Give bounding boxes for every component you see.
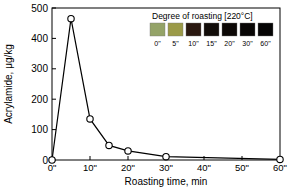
data-point: [106, 142, 112, 148]
roast-swatch: [258, 23, 273, 36]
y-tick-label: 300: [31, 63, 48, 74]
data-point: [68, 15, 74, 21]
x-tick-label: 10": [83, 162, 97, 173]
plot-frame: [52, 8, 280, 160]
x-tick-label: 50": [235, 162, 249, 173]
y-tick-label: 500: [31, 3, 48, 14]
x-tick-label: 30": [159, 162, 173, 173]
data-line: [52, 19, 280, 160]
roast-swatch: [222, 23, 237, 36]
data-point: [49, 157, 55, 163]
x-tick-label: 60": [273, 162, 287, 173]
data-point: [163, 153, 169, 159]
y-tick: [52, 38, 56, 39]
x-axis-label: Roasting time, min: [125, 176, 208, 187]
swatch-label: 0": [154, 40, 161, 47]
y-tick: [52, 8, 56, 9]
swatch-label: 60": [260, 40, 271, 47]
roast-swatch: [240, 23, 255, 36]
swatch-label: 20": [224, 40, 235, 47]
data-point: [277, 156, 283, 162]
y-tick-label: 100: [31, 124, 48, 135]
swatch-label: 30": [242, 40, 253, 47]
roast-swatch: [186, 23, 201, 36]
x-tick: [128, 156, 129, 160]
x-tick: [90, 156, 91, 160]
inset-title: Degree of roasting [220°C]: [152, 11, 253, 21]
y-tick-label: 200: [31, 94, 48, 105]
data-group: [49, 15, 283, 163]
data-point: [87, 116, 93, 122]
data-point: [125, 148, 131, 154]
chart: 01002003004005000"10"20"30"40"50"60"Roas…: [0, 0, 289, 189]
roast-swatch: [204, 23, 219, 36]
y-tick: [52, 129, 56, 130]
y-tick: [52, 68, 56, 69]
x-tick-label: 40": [197, 162, 211, 173]
roast-swatch: [150, 23, 165, 36]
swatch-label: 15": [206, 40, 217, 47]
y-tick-label: 400: [31, 33, 48, 44]
swatch-label: 10": [188, 40, 199, 47]
x-tick-label: 20": [121, 162, 135, 173]
roast-swatch: [168, 23, 183, 36]
y-axis-label: Acrylamide, μg/kg: [3, 44, 14, 124]
swatch-label: 5": [172, 40, 179, 47]
y-tick: [52, 99, 56, 100]
